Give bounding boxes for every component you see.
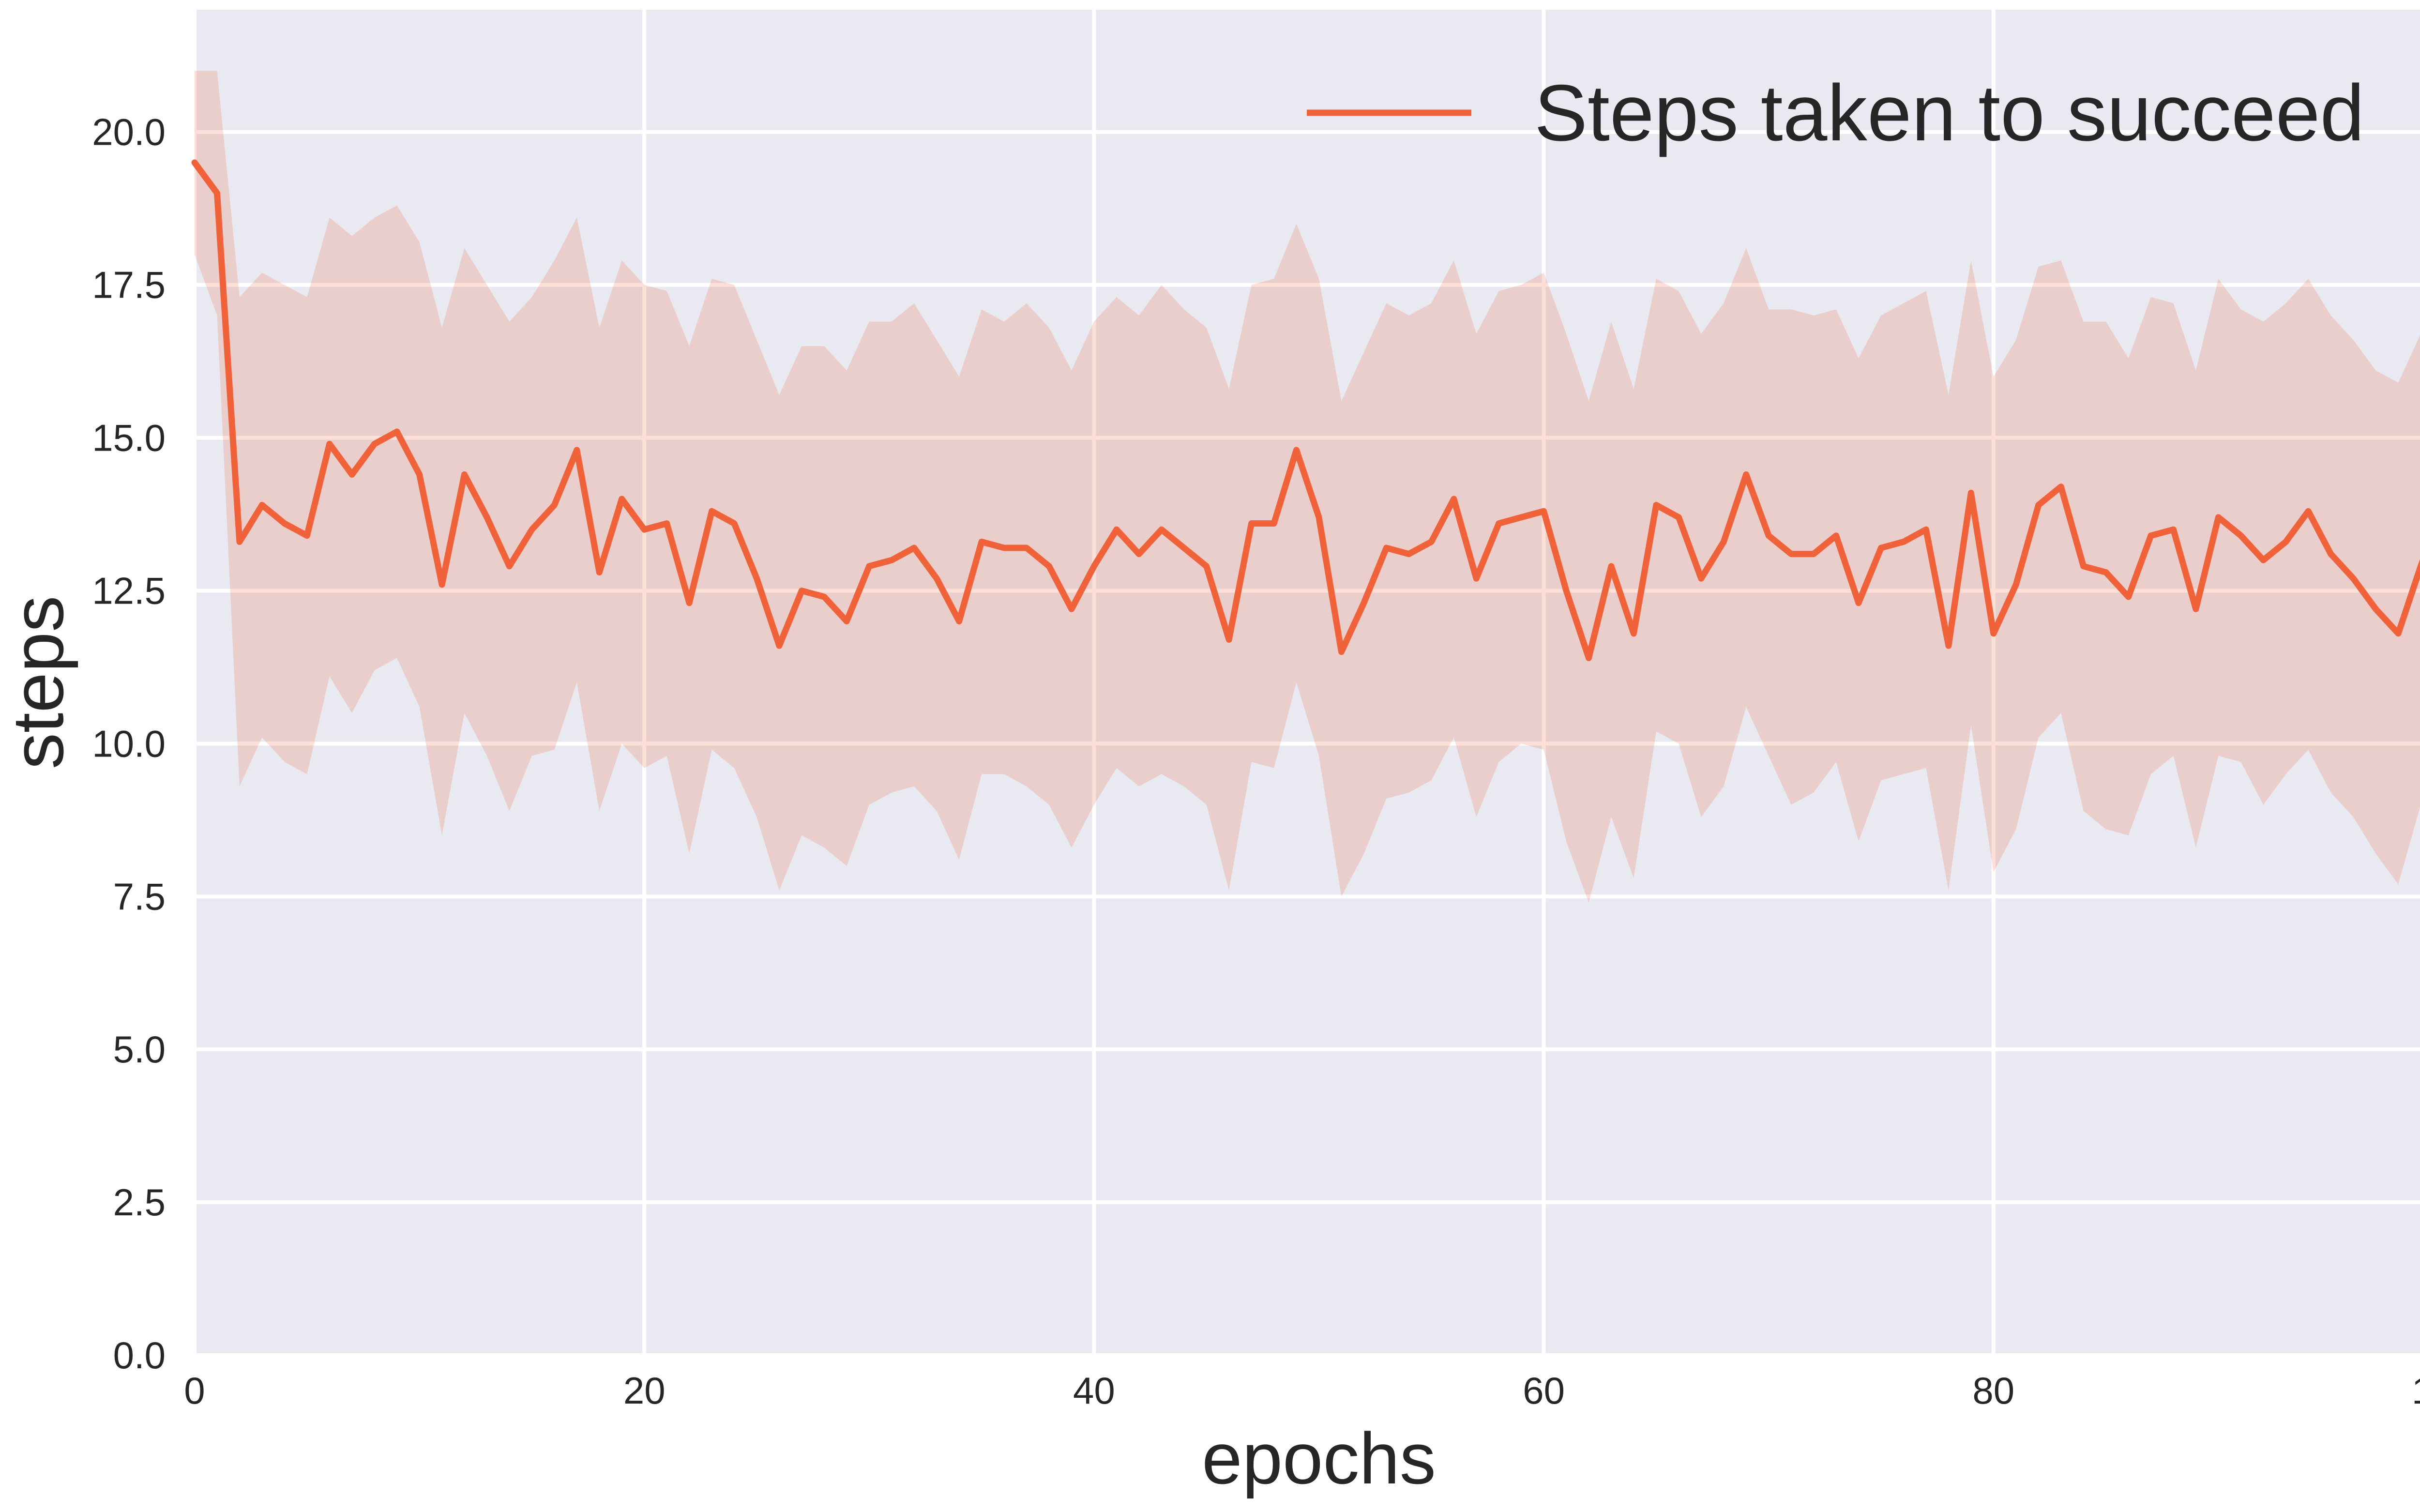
series-line	[191, 159, 2420, 661]
y-tick-label: 17.5	[92, 264, 166, 306]
x-tick-label: 20	[623, 1369, 666, 1412]
y-tick-label: 5.0	[113, 1028, 166, 1071]
x-tick-label: 40	[1073, 1369, 1115, 1412]
plot-area	[195, 10, 2420, 1355]
x-tick-label: 0	[184, 1369, 205, 1412]
y-tick-label: 0.0	[113, 1334, 166, 1376]
y-tick-label: 12.5	[92, 569, 166, 612]
x-tick-label: 60	[1523, 1369, 1565, 1412]
y-axis-label: steps	[0, 596, 78, 770]
legend-label: Steps taken to succeed	[1534, 68, 2364, 157]
y-axis-ticks: 0.0 2.5 5.0 7.5 10.0 12.5 15.0 17.5 20.0	[92, 111, 166, 1376]
y-tick-label: 7.5	[113, 875, 166, 918]
x-axis-ticks: 0 20 40 60 80 100	[184, 1369, 2420, 1412]
y-tick-label: 20.0	[92, 111, 166, 153]
series-line-layer	[191, 159, 2420, 661]
x-tick-label: 100	[2412, 1369, 2420, 1412]
y-tick-label: 15.0	[92, 417, 166, 459]
y-tick-label: 2.5	[113, 1181, 166, 1224]
x-tick-label: 80	[1972, 1369, 2014, 1412]
x-axis-label: epochs	[1202, 1418, 1436, 1499]
legend: Steps taken to succeed	[1307, 68, 2364, 157]
grid-lines	[193, 10, 2420, 1357]
y-tick-label: 10.0	[92, 722, 166, 765]
